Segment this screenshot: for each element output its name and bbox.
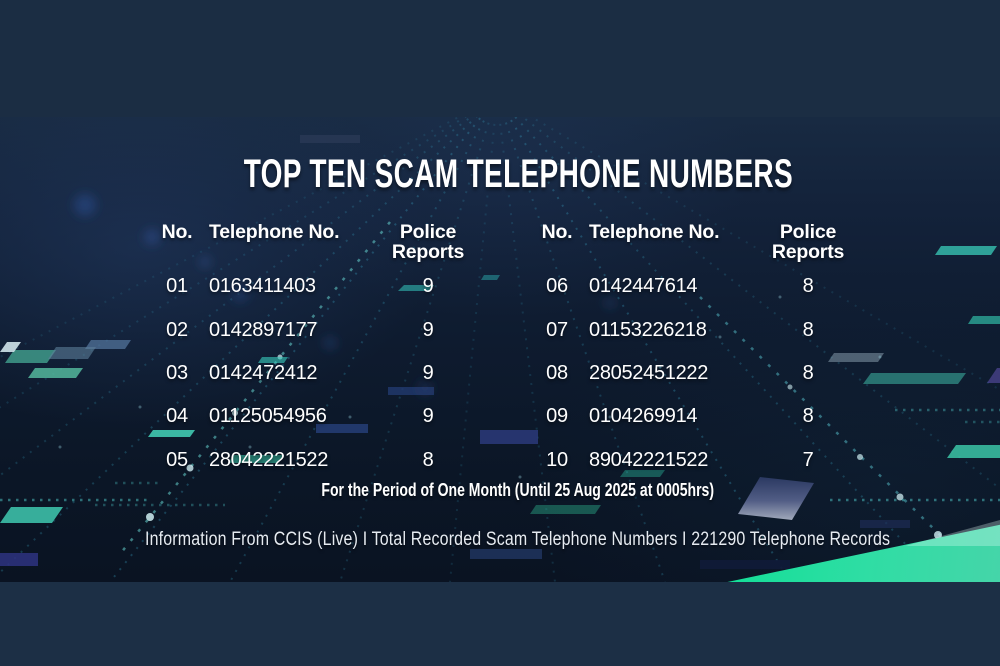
- rank-value: 03: [166, 362, 188, 385]
- column-header-reports: Police Reports: [391, 221, 465, 263]
- rank-value: 04: [166, 405, 188, 428]
- circuit-pattern-graphic: [0, 117, 1000, 582]
- phone-value: 0163411403: [209, 275, 316, 298]
- report-count: 9: [422, 362, 434, 385]
- rank-value: 09: [546, 405, 568, 428]
- phone-value: 01153226218: [589, 318, 707, 341]
- rank-value: 08: [546, 362, 568, 385]
- scam-table-right: No. Telephone No. Police Reports 06 0142…: [526, 222, 868, 482]
- column-header-reports: Police Reports: [771, 221, 845, 263]
- column-header-phone: Telephone No.: [589, 221, 720, 243]
- phone-value: 28052451222: [589, 362, 709, 385]
- page-title: TOP TEN SCAM TELEPHONE NUMBERS: [18, 152, 1000, 197]
- report-count: 8: [802, 318, 814, 341]
- column-header-no: No.: [541, 221, 573, 243]
- source-note-text: Information From CCIS (Live) I Total Rec…: [145, 529, 891, 550]
- rank-value: 05: [166, 448, 188, 471]
- report-count: 8: [802, 405, 814, 428]
- report-count: 9: [422, 318, 434, 341]
- phone-value: 01125054956: [209, 405, 327, 428]
- background-band: [0, 117, 1000, 582]
- rank-value: 10: [546, 448, 568, 471]
- phone-value: 0104269914: [589, 405, 698, 428]
- rank-value: 07: [546, 318, 568, 341]
- report-count: 9: [422, 405, 434, 428]
- bottom-navy-strip: [0, 582, 1000, 666]
- report-count: 9: [422, 275, 434, 298]
- phone-value: 28042221522: [209, 448, 329, 471]
- report-count: 7: [802, 448, 814, 471]
- phone-value: 0142447614: [589, 275, 698, 298]
- period-note-text: For the Period of One Month (Until 25 Au…: [321, 480, 715, 500]
- column-header-phone: Telephone No.: [209, 221, 340, 243]
- page-title-text: TOP TEN SCAM TELEPHONE NUMBERS: [243, 152, 793, 196]
- report-count: 8: [802, 362, 814, 385]
- source-note: Information From CCIS (Live) I Total Rec…: [18, 529, 1000, 551]
- rank-value: 01: [166, 275, 188, 298]
- rank-value: 06: [546, 275, 568, 298]
- scam-table-left: No. Telephone No. Police Reports 01 0163…: [146, 222, 488, 482]
- phone-value: 0142897177: [209, 318, 318, 341]
- report-count: 8: [422, 448, 434, 471]
- report-count: 8: [802, 275, 814, 298]
- phone-value: 89042221522: [589, 448, 709, 471]
- rank-value: 02: [166, 318, 188, 341]
- column-header-no: No.: [161, 221, 193, 243]
- period-note: For the Period of One Month (Until 25 Au…: [18, 480, 1000, 501]
- phone-value: 0142472412: [209, 362, 318, 385]
